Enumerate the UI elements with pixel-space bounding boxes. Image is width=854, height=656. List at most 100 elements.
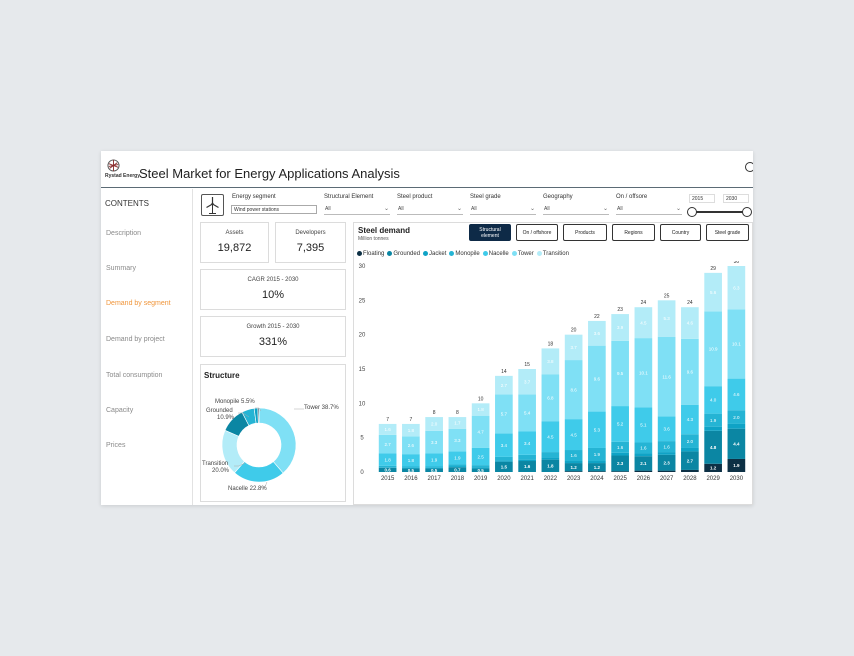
- contents-title: CONTENTS: [105, 199, 149, 208]
- segment-data-label: 9.5: [617, 371, 624, 376]
- legend-item-tower: Tower: [511, 251, 534, 258]
- bar-segment-monopile: [727, 410, 746, 424]
- segment-data-label: 3.3: [431, 440, 438, 445]
- nav-item-total-consumption[interactable]: Total consumption: [106, 372, 163, 379]
- bar-segment-jacket: [495, 460, 513, 462]
- bar-segment-jacket: [541, 457, 560, 460]
- bar-total-label: 7: [386, 417, 389, 423]
- segment-data-label: 2.7: [687, 458, 694, 463]
- x-tick-label: 2025: [613, 476, 627, 482]
- geography-select[interactable]: All ⌄: [543, 205, 609, 215]
- tab-regions[interactable]: Regions: [612, 224, 655, 241]
- bar-segment-jacket: [402, 467, 420, 469]
- bar-segment-transition: [588, 320, 606, 346]
- bar-total-label: 14: [501, 369, 507, 375]
- segment-data-label: 0.5: [408, 468, 415, 473]
- bar-segment-tower: [634, 338, 653, 408]
- growth-value: 331%: [258, 336, 288, 348]
- tab-on-offshore[interactable]: On / offshore: [516, 224, 558, 241]
- bar-segment-grounded: [425, 468, 443, 472]
- app-title: Steel Market for Energy Applications Ana…: [139, 166, 400, 181]
- nav-item-description[interactable]: Description: [106, 230, 142, 237]
- bar-segment-floating: [611, 471, 629, 472]
- bar-segment-grounded: [564, 463, 583, 472]
- nav-item-demand-by-segment[interactable]: Demand by segment: [106, 300, 171, 307]
- cagr-label: CAGR 2015 - 2030: [247, 277, 299, 283]
- year-slider-end-handle[interactable]: [742, 207, 752, 217]
- segment-data-label: 1.6: [384, 427, 391, 432]
- segment-data-label: 4.8: [710, 445, 717, 450]
- bar-segment-floating: [727, 458, 746, 472]
- legend-label: Nacelle: [488, 251, 509, 258]
- legend-swatch: [511, 251, 517, 256]
- segment-data-label: 2.7: [501, 383, 508, 388]
- bar-total-label: 8: [433, 410, 436, 416]
- segment-data-label: 1.6: [524, 464, 531, 469]
- nav-item-summary[interactable]: Summary: [106, 265, 136, 272]
- x-tick-label: 2018: [451, 476, 465, 482]
- bar-segment-grounded: [495, 461, 513, 472]
- year-slider-start-handle[interactable]: [687, 207, 697, 217]
- tab-products[interactable]: Products: [563, 224, 607, 241]
- year-slider-track[interactable]: [695, 211, 749, 213]
- steel-grade-select[interactable]: All ⌄: [470, 205, 536, 215]
- bar-total-label: 15: [524, 362, 530, 368]
- segment-data-label: 0.5: [431, 468, 438, 473]
- bar-segment-jacket: [425, 467, 443, 469]
- assets-card: Assets 19,872: [200, 222, 269, 263]
- donut-leader-line: [255, 407, 262, 412]
- tab-steel-grade[interactable]: Steel grade: [706, 224, 749, 241]
- bar-segment-grounded: [471, 468, 490, 472]
- structural-element-label: Structural Element: [324, 194, 374, 200]
- segment-data-label: 5.4: [524, 411, 531, 416]
- year-from-input[interactable]: 2015: [689, 194, 715, 203]
- help-icon[interactable]: [745, 162, 753, 172]
- segment-data-label: 5.3: [594, 427, 601, 432]
- y-tick-label: 5: [360, 436, 364, 442]
- bar-total-label: 30: [734, 261, 740, 265]
- nav-item-demand-by-project[interactable]: Demand by project: [106, 336, 165, 343]
- bar-segment-tower: [541, 374, 560, 422]
- cagr-value: 10%: [261, 289, 285, 301]
- bar-segment-tower: [611, 340, 629, 407]
- x-tick-label: 2015: [381, 476, 395, 482]
- bar-segment-floating: [588, 471, 606, 472]
- segment-data-label: 0.6: [384, 468, 391, 473]
- on-offshore-select[interactable]: All ⌄: [616, 205, 682, 215]
- bar-segment-monopile: [448, 464, 467, 467]
- legend-swatch: [357, 251, 362, 256]
- bar-segment-nacelle: [588, 411, 606, 448]
- x-tick-label: 2029: [706, 476, 720, 482]
- energy-segment-input[interactable]: Wind power stations: [231, 205, 317, 214]
- tab-country[interactable]: Country: [660, 224, 701, 241]
- tab-structural-element[interactable]: Structural element: [469, 224, 511, 241]
- donut-slice-tower: [258, 407, 297, 474]
- sidebar: CONTENTS Description Summary Demand by s…: [101, 189, 193, 505]
- donut-leader-line: [238, 412, 250, 418]
- year-to-input[interactable]: 2030: [723, 194, 749, 203]
- donut-label-nacelle: Nacelle 22.8%: [228, 486, 267, 492]
- bar-segment-tower: [518, 394, 536, 432]
- bar-segment-tower: [495, 394, 513, 434]
- bar-segment-grounded: [402, 468, 420, 472]
- segment-data-label: 2.7: [384, 442, 391, 447]
- legend-label: Tower: [517, 251, 534, 258]
- segment-data-label: 2.0: [733, 415, 740, 420]
- segment-data-label: 1.6: [640, 446, 647, 451]
- nav-item-prices[interactable]: Prices: [106, 442, 126, 449]
- steel-product-select[interactable]: All ⌄: [397, 205, 463, 215]
- chevron-down-icon: ⌄: [529, 206, 535, 212]
- steel-product-label: Steel product: [397, 194, 433, 200]
- segment-data-label: 1.8: [477, 407, 484, 412]
- nav-item-capacity[interactable]: Capacity: [106, 407, 134, 414]
- legend-item-nacelle: Nacelle: [482, 251, 509, 258]
- bar-segment-tower: [588, 345, 606, 412]
- developers-value: 7,395: [296, 242, 325, 254]
- bar-segment-tower: [657, 336, 676, 417]
- bar-segment-nacelle: [634, 407, 653, 443]
- structural-element-select[interactable]: All ⌄: [324, 205, 390, 215]
- segment-data-label: 1.8: [384, 457, 391, 462]
- bar-segment-jacket: [448, 466, 467, 468]
- segment-data-label: 2.3: [617, 461, 624, 466]
- segment-data-label: 2.0: [687, 439, 694, 444]
